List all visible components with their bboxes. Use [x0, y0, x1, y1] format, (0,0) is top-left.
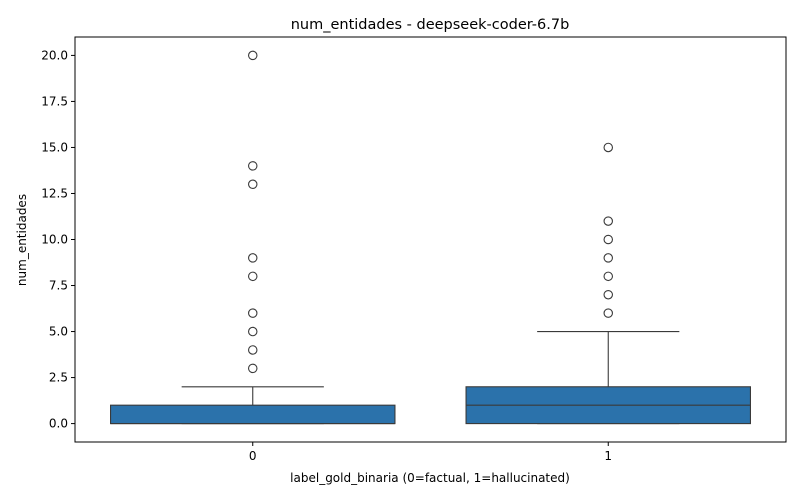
outlier-point	[248, 179, 258, 190]
y-tick-label: 17.5	[41, 94, 68, 108]
outlier-point	[248, 161, 258, 171]
outlier-point	[603, 142, 613, 153]
chart-title: num_entidades - deepseek-coder-6.7b	[291, 17, 570, 33]
outlier-point	[603, 253, 613, 263]
outlier-point	[248, 345, 258, 355]
x-tick-label: 0	[249, 449, 257, 463]
outlier-point	[248, 326, 258, 337]
plot-frame	[74, 36, 787, 443]
outlier-point	[248, 253, 258, 263]
x-tick-label: 1	[604, 449, 612, 463]
x-axis-label: label_gold_binaria (0=factual, 1=halluci…	[290, 471, 570, 485]
outlier-point	[603, 289, 613, 300]
y-tick-label: 7.5	[49, 279, 68, 293]
outlier-point	[248, 50, 258, 61]
y-tick-label: 2.5	[49, 371, 68, 385]
outlier-point	[603, 216, 613, 226]
y-tick-label: 0.0	[49, 417, 68, 431]
y-tick-label: 12.5	[41, 186, 68, 200]
outlier-point	[603, 308, 613, 318]
outlier-point	[603, 271, 613, 282]
outlier-point	[603, 234, 613, 245]
y-axis-label: num_entidades	[15, 194, 29, 286]
box-iqr	[110, 404, 396, 425]
outlier-point	[248, 308, 258, 318]
outlier-point	[248, 271, 258, 282]
y-tick-label: 5.0	[49, 325, 68, 339]
y-tick-label: 10.0	[41, 233, 68, 247]
plot-area: 0.0 2.5 5.0 7.5 10.0 12.5 15.0 17.5 20.0 0 1	[41, 48, 751, 463]
y-tick-label: 15.0	[41, 140, 68, 154]
y-tick-label: 20.0	[41, 48, 68, 62]
outlier-point	[248, 363, 258, 374]
